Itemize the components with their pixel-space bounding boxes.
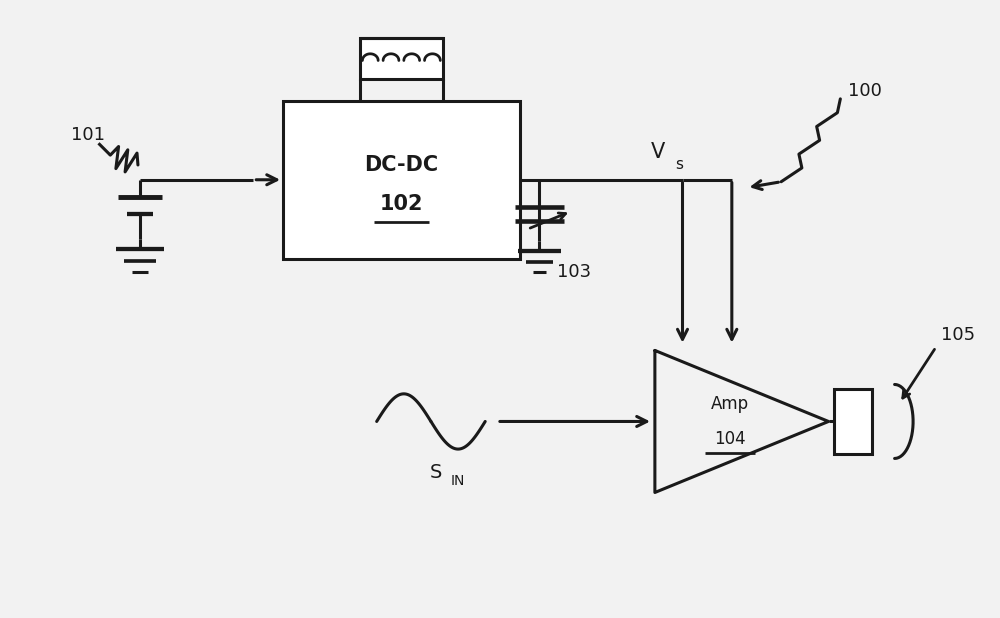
Text: 102: 102 [380,195,423,214]
Text: 101: 101 [71,126,105,145]
Text: Amp: Amp [711,395,749,413]
Bar [283,101,520,259]
Bar [360,38,443,79]
Text: S: S [430,464,442,482]
Text: 104: 104 [714,430,746,448]
Bar [834,389,872,454]
Text: DC-DC: DC-DC [364,155,438,175]
Text: 103: 103 [557,263,591,281]
Text: V: V [651,142,665,162]
Text: 105: 105 [941,326,975,344]
Text: IN: IN [450,473,465,488]
Text: s: s [676,157,684,172]
Text: 100: 100 [848,82,882,100]
